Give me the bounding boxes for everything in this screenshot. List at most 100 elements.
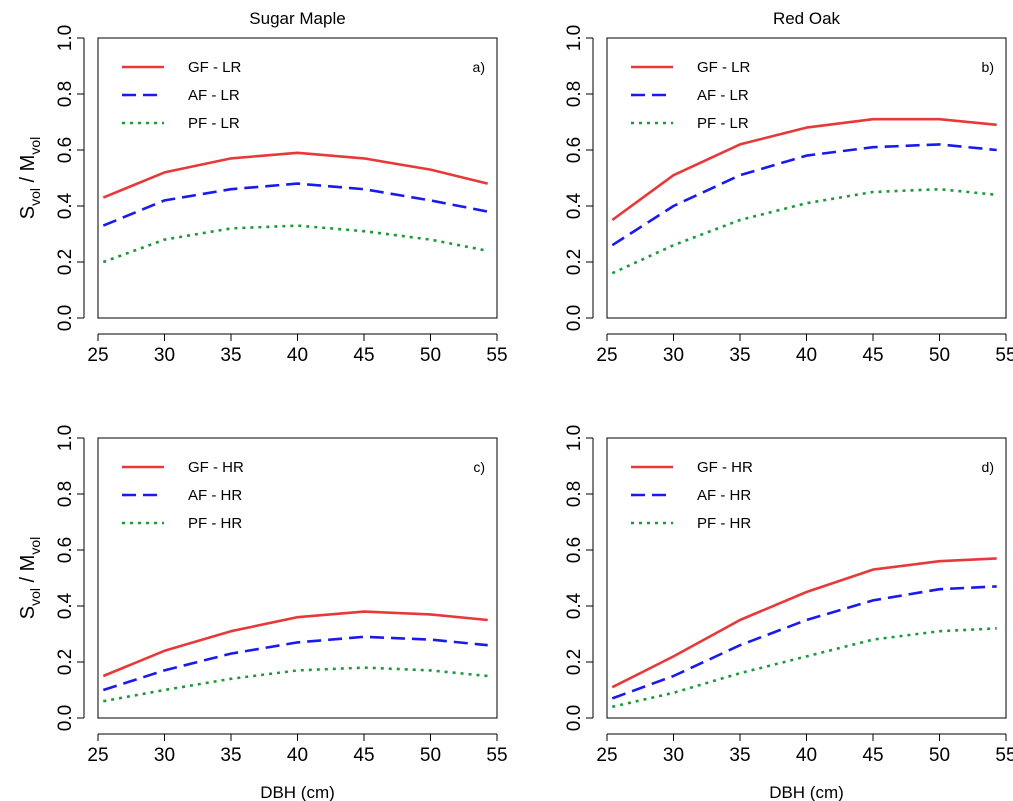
panel-red-oak-hr: 25 30 35 40 45 50 55 0.0 0.2 0.4 0.6 0.8 1.0 d) DBH (c… — [564, 425, 1013, 801]
chart-1-x-tick-label-6: 55 — [995, 345, 1013, 366]
chart-2-x-axis-label: DBH (cm) — [260, 783, 335, 801]
chart-1-panel-tag: b) — [982, 59, 994, 75]
ylabel-bottom-sub-2: vol — [27, 537, 43, 555]
chart-0-series-line-pf-lr — [102, 224, 488, 264]
chart-3-legend-label-pf-hr: PF - HR — [697, 515, 751, 532]
ylabel-top-main-2: M — [17, 155, 39, 172]
chart-0-plot-frame — [97, 37, 498, 319]
chart-0-legend-label-af-lr: AF - LR — [188, 87, 240, 104]
ylabel-top-sep: / — [17, 171, 39, 188]
chart-1-series-line-af-lr — [611, 143, 997, 247]
chart-2-legend-label-gf-hr: GF - HR — [188, 459, 244, 476]
chart-2-x-tick-label-5: 50 — [420, 745, 441, 766]
chart-0-x-tick-label-4: 45 — [353, 345, 374, 366]
chart-1-plot-frame — [606, 37, 1007, 319]
chart-3-y-tick-label-4: 0.8 — [564, 481, 585, 507]
chart-0-y-tick-label-5: 1.0 — [55, 25, 76, 51]
chart-3-x-tick-label-0: 25 — [596, 745, 617, 766]
chart-2-x-tick-label-3: 40 — [287, 745, 308, 766]
chart-3-y-tick-label-3: 0.6 — [564, 537, 585, 563]
chart-2-y-tick-label-2: 0.4 — [55, 592, 76, 619]
chart-0-y-tick-label-3: 0.6 — [55, 137, 76, 163]
chart-1-x-tick-label-0: 25 — [596, 345, 617, 366]
chart-1-y-tick-label-1: 0.2 — [564, 249, 585, 275]
chart-2-y-tick-label-4: 0.8 — [55, 481, 76, 507]
chart-1-series-line-pf-lr — [611, 187, 997, 275]
chart-3-series-line-gf-hr — [611, 557, 997, 689]
chart-0-panel-tag: a) — [473, 59, 485, 75]
chart-3-x-axis-label: DBH (cm) — [769, 783, 844, 801]
chart-2-x-tick-label-0: 25 — [87, 745, 108, 766]
chart-2-legend-label-af-hr: AF - HR — [188, 487, 242, 504]
chart-0-y-tick-label-1: 0.2 — [55, 249, 76, 275]
chart-1-title: Red Oak — [773, 9, 841, 28]
chart-0-y-tick-label-4: 0.8 — [55, 81, 76, 107]
chart-3-legend-label-af-hr: AF - HR — [697, 487, 751, 504]
chart-2-plot-frame — [97, 437, 498, 719]
chart-0-y-tick-label-0: 0.0 — [55, 305, 76, 331]
chart-3-panel-tag: d) — [982, 459, 994, 475]
chart-0-x-tick-label-5: 50 — [420, 345, 441, 366]
chart-3-y-tick-label-1: 0.2 — [564, 649, 585, 675]
chart-0-legend-label-gf-lr: GF - LR — [188, 59, 242, 76]
chart-1-x-tick-label-4: 45 — [862, 345, 883, 366]
chart-2-y-tick-label-5: 1.0 — [55, 425, 76, 451]
chart-3-x-tick-label-6: 55 — [995, 745, 1013, 766]
chart-0-x-tick-label-1: 30 — [154, 345, 175, 366]
chart-0-y-tick-label-2: 0.4 — [55, 192, 76, 219]
chart-1-y-tick-label-4: 0.8 — [564, 81, 585, 107]
chart-3-x-tick-label-4: 45 — [862, 745, 883, 766]
chart-1-y-tick-label-5: 1.0 — [564, 25, 585, 51]
chart-0-legend-label-pf-lr: PF - LR — [188, 115, 240, 132]
ylabel-bottom-sep: / — [17, 571, 39, 588]
chart-2-y-tick-label-1: 0.2 — [55, 649, 76, 675]
chart-1-x-tick-label-1: 30 — [663, 345, 684, 366]
ylabel-bottom-main-1: S — [17, 606, 39, 619]
ylabel-top: Svol / Mvol — [17, 137, 43, 220]
chart-3-y-tick-label-5: 1.0 — [564, 425, 585, 451]
ylabel-bottom: Svol / Mvol — [17, 537, 43, 620]
chart-3-series-line-pf-hr — [612, 627, 997, 709]
chart-3-y-tick-label-0: 0.0 — [564, 705, 585, 731]
chart-3-series-line-af-hr — [611, 585, 997, 700]
chart-1-x-tick-label-5: 50 — [929, 345, 950, 366]
ylabel-bottom-sub-1: vol — [27, 588, 43, 606]
chart-0-x-tick-label-6: 55 — [486, 345, 507, 366]
panel-sugar-maple-hr: 25 30 35 40 45 50 55 0.0 0.2 0.4 0.6 0.8 1.0 c) DBH (c… — [55, 425, 508, 801]
chart-3-plot-frame — [606, 437, 1007, 719]
ylabel-top-sub-1: vol — [27, 188, 43, 206]
chart-2-x-tick-label-4: 45 — [353, 745, 374, 766]
chart-1-legend-label-pf-lr: PF - LR — [697, 115, 749, 132]
chart-1-legend-label-af-lr: AF - LR — [697, 87, 749, 104]
chart-1-x-tick-label-2: 35 — [729, 345, 750, 366]
chart-3-x-tick-label-3: 40 — [796, 745, 817, 766]
chart-1-x-tick-label-3: 40 — [796, 345, 817, 366]
chart-1-legend-label-gf-lr: GF - LR — [697, 59, 751, 76]
chart-0-x-tick-label-3: 40 — [287, 345, 308, 366]
chart-0-series-line-af-lr — [102, 182, 488, 227]
panel-sugar-maple-lr: 25 30 35 40 45 50 55 0.0 0.2 0.4 0.6 0.8 1.0 Sugar Ma… — [55, 9, 508, 366]
chart-3-x-tick-label-1: 30 — [663, 745, 684, 766]
chart-1-y-tick-label-3: 0.6 — [564, 137, 585, 163]
chart-2-series-line-af-hr — [102, 635, 488, 692]
ylabel-top-main-1: S — [17, 206, 39, 219]
chart-2-legend-label-pf-hr: PF - HR — [188, 515, 242, 532]
chart-0-title: Sugar Maple — [249, 9, 345, 28]
chart-1-series-line-gf-lr — [611, 117, 997, 222]
chart-2-y-tick-label-3: 0.6 — [55, 537, 76, 563]
chart-0-series-line-gf-lr — [102, 151, 489, 199]
chart-0-x-tick-label-0: 25 — [87, 345, 108, 366]
chart-2-panel-tag: c) — [473, 459, 485, 475]
chart-3-x-tick-label-5: 50 — [929, 745, 950, 766]
chart-2-y-tick-label-0: 0.0 — [55, 705, 76, 731]
chart-1-y-tick-label-2: 0.4 — [564, 192, 585, 219]
chart-2-series-line-pf-hr — [103, 666, 488, 703]
chart-0-x-tick-label-2: 35 — [220, 345, 241, 366]
ylabel-top-sub-2: vol — [27, 137, 43, 155]
chart-2-x-tick-label-2: 35 — [220, 745, 241, 766]
panel-red-oak-lr: 25 30 35 40 45 50 55 0.0 0.2 0.4 0.6 0.8 1.0 Red Oak b… — [564, 9, 1013, 366]
ylabel-bottom-main-2: M — [17, 555, 39, 572]
chart-3-legend-label-gf-hr: GF - HR — [697, 459, 753, 476]
chart-2-series-line-gf-hr — [102, 610, 488, 678]
